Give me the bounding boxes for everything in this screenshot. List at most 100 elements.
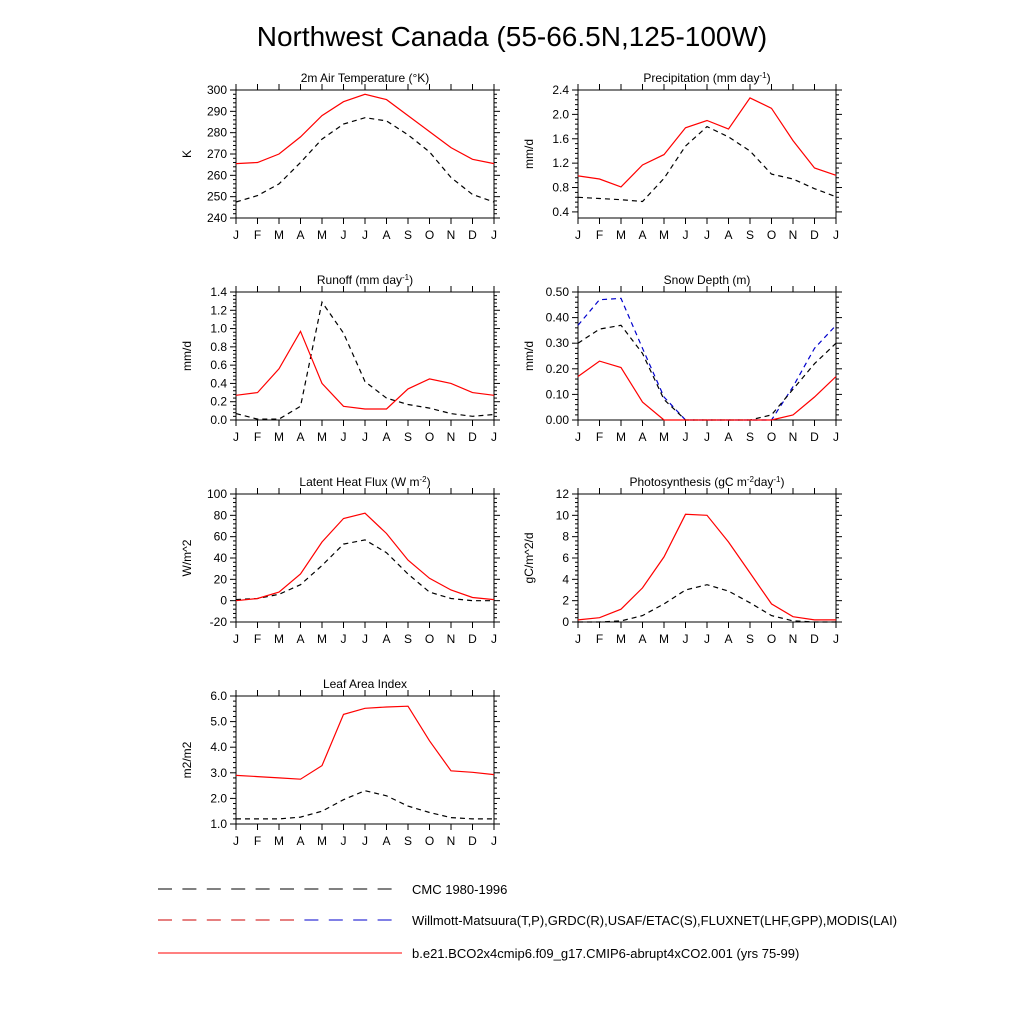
series-line: [577, 297, 837, 421]
x-tick-label: F: [254, 632, 261, 646]
chart-panels: 2m Air Temperature (°K)24025026027028029…: [180, 71, 842, 848]
x-tick-label: A: [638, 632, 646, 646]
y-tick-label: 240: [207, 211, 227, 225]
y-axis-label: m2/m2: [180, 741, 194, 778]
y-tick-label: 1.0: [210, 817, 227, 831]
y-tick-label: 260: [207, 168, 227, 182]
x-tick-label: M: [317, 228, 327, 242]
x-tick-label: A: [296, 632, 304, 646]
y-tick-label: 0.50: [546, 285, 570, 299]
x-tick-label: F: [254, 228, 261, 242]
y-tick-label: 6.0: [210, 689, 227, 703]
x-tick-label: J: [491, 834, 497, 848]
x-tick-label: J: [362, 430, 368, 444]
y-tick-label: 2.0: [210, 791, 227, 805]
x-tick-label: M: [659, 228, 669, 242]
x-tick-label: D: [468, 632, 477, 646]
series-line: [577, 360, 837, 421]
x-tick-label: N: [789, 632, 798, 646]
x-tick-label: F: [254, 430, 261, 444]
y-axis-label: mm/d: [180, 341, 194, 371]
x-tick-label: O: [767, 228, 776, 242]
x-tick-label: M: [616, 228, 626, 242]
x-tick-label: J: [575, 632, 581, 646]
x-tick-label: S: [404, 834, 412, 848]
x-tick-label: O: [425, 228, 434, 242]
y-tick-label: 1.2: [210, 303, 227, 317]
panel-title: 2m Air Temperature (°K): [301, 71, 430, 85]
panel-title: Photosynthesis (gC m-2day-1): [630, 475, 785, 490]
x-tick-label: J: [833, 430, 839, 444]
x-tick-label: M: [274, 834, 284, 848]
series-line: [577, 324, 837, 421]
x-tick-label: J: [704, 430, 710, 444]
x-tick-label: A: [382, 632, 390, 646]
x-tick-label: M: [659, 632, 669, 646]
y-tick-label: 100: [207, 487, 227, 501]
x-tick-label: N: [447, 228, 456, 242]
y-tick-label: 0.8: [552, 181, 569, 195]
x-tick-label: J: [833, 228, 839, 242]
y-tick-label: 4.0: [210, 740, 227, 754]
y-tick-label: 0.20: [546, 362, 570, 376]
x-tick-label: M: [317, 430, 327, 444]
panel-title: Runoff (mm day-1): [317, 273, 413, 288]
y-tick-label: 6: [562, 551, 569, 565]
y-tick-label: 12: [556, 487, 570, 501]
legend-label: b.e21.BCO2x4cmip6.f09_g17.CMIP6-abrupt4x…: [412, 946, 799, 961]
legend-label: CMC 1980-1996: [412, 882, 507, 897]
x-tick-label: O: [767, 430, 776, 444]
legend-label: Willmott-Matsuura(T,P),GRDC(R),USAF/ETAC…: [412, 913, 897, 928]
x-tick-label: A: [296, 834, 304, 848]
x-tick-label: J: [683, 430, 689, 444]
x-tick-label: J: [362, 834, 368, 848]
x-tick-label: D: [468, 834, 477, 848]
legend: CMC 1980-1996 Willmott-Matsuura(T,P),GRDC…: [158, 882, 897, 961]
plot-frame: [577, 89, 837, 219]
y-tick-label: 3.0: [210, 766, 227, 780]
y-tick-label: 60: [214, 530, 228, 544]
x-tick-label: O: [425, 834, 434, 848]
x-tick-label: J: [833, 632, 839, 646]
y-axis-label: mm/d: [522, 139, 536, 169]
y-tick-label: 20: [214, 572, 228, 586]
x-tick-label: S: [404, 430, 412, 444]
x-tick-label: S: [746, 228, 754, 242]
x-tick-label: A: [382, 228, 390, 242]
y-tick-label: 0.4: [210, 376, 227, 390]
x-tick-label: F: [596, 228, 603, 242]
x-tick-label: O: [425, 430, 434, 444]
x-tick-label: N: [447, 430, 456, 444]
y-tick-label: 2.0: [552, 107, 569, 121]
x-tick-label: A: [296, 228, 304, 242]
x-tick-label: J: [704, 632, 710, 646]
y-tick-label: 2: [562, 594, 569, 608]
x-tick-label: A: [724, 632, 732, 646]
x-tick-label: N: [447, 632, 456, 646]
x-tick-label: J: [233, 632, 239, 646]
x-tick-label: J: [341, 632, 347, 646]
series-line: [235, 539, 494, 602]
series-line: [578, 584, 836, 623]
y-tick-label: 0: [220, 594, 227, 608]
x-tick-label: A: [724, 430, 732, 444]
x-tick-label: O: [767, 632, 776, 646]
y-tick-label: 0.2: [210, 395, 227, 409]
y-tick-label: 0.10: [546, 387, 570, 401]
y-axis-label: K: [180, 150, 194, 158]
series-line: [577, 513, 836, 621]
y-tick-label: 2.4: [552, 83, 569, 97]
chart-panel: Precipitation (mm day-1) 0.4 0.8 1.2 1.6 2.0 2…: [522, 71, 842, 242]
y-axis-label: W/m^2: [180, 539, 194, 576]
y-tick-label: 270: [207, 147, 227, 161]
series-line: [235, 329, 495, 410]
series-line: [577, 97, 837, 188]
y-tick-label: 0.8: [210, 340, 227, 354]
y-tick-label: 0.00: [546, 413, 570, 427]
y-tick-label: 1.0: [210, 322, 227, 336]
y-tick-label: 0.40: [546, 311, 570, 325]
x-tick-label: J: [341, 228, 347, 242]
y-tick-label: 250: [207, 190, 227, 204]
series-line: [235, 117, 495, 203]
